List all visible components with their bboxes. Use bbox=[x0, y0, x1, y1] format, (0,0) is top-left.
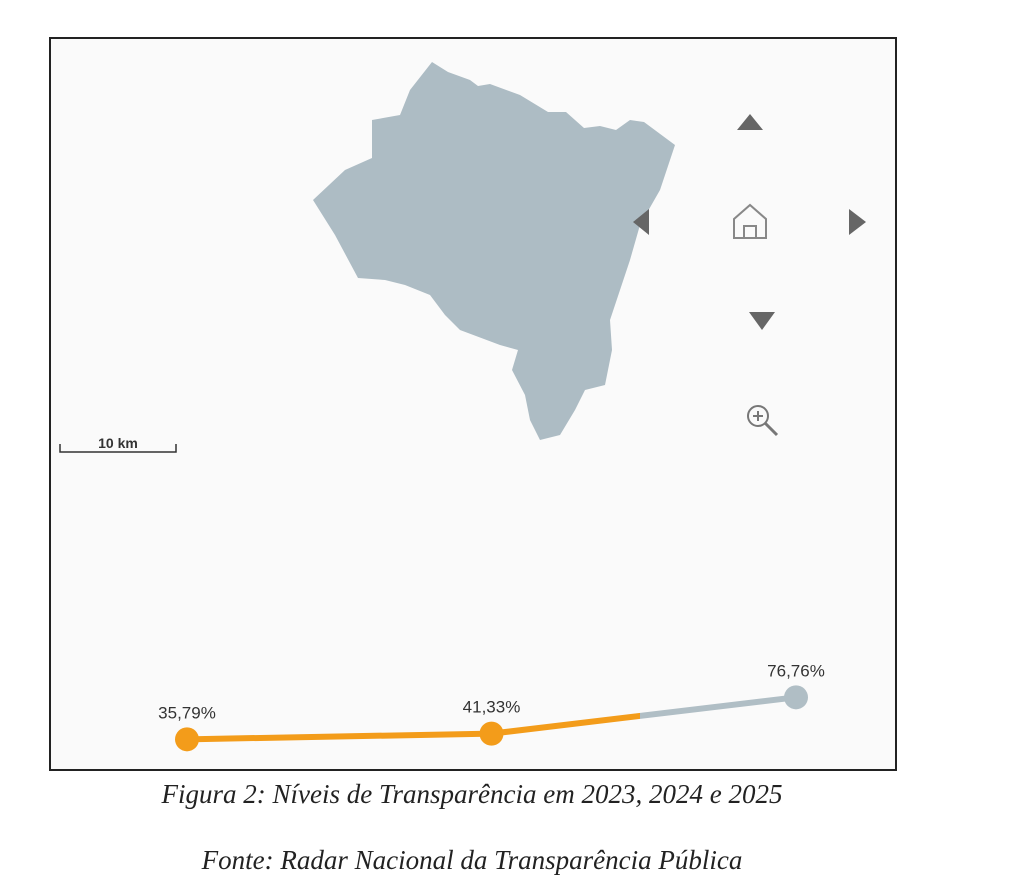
home-button[interactable] bbox=[733, 203, 767, 239]
pan-down[interactable] bbox=[749, 312, 775, 330]
data-point bbox=[784, 685, 808, 710]
pan-left[interactable] bbox=[633, 209, 649, 235]
data-point bbox=[479, 721, 504, 746]
data-point bbox=[175, 727, 199, 752]
scale-bar bbox=[59, 444, 177, 453]
caption: Figura 2: Níveis de Transparência em 202… bbox=[161, 779, 783, 809]
value-label: 35,79% bbox=[158, 703, 216, 722]
scale-label: 10 km bbox=[98, 435, 138, 451]
pan-right[interactable] bbox=[849, 209, 866, 235]
pan-up[interactable] bbox=[737, 114, 763, 130]
value-label: 41,33% bbox=[463, 698, 521, 717]
source: Fonte: Radar Nacional da Transparência P… bbox=[201, 845, 743, 875]
value-label: 76,76% bbox=[767, 661, 825, 680]
municipality-shape bbox=[313, 62, 675, 440]
zoom-button[interactable] bbox=[747, 405, 779, 437]
